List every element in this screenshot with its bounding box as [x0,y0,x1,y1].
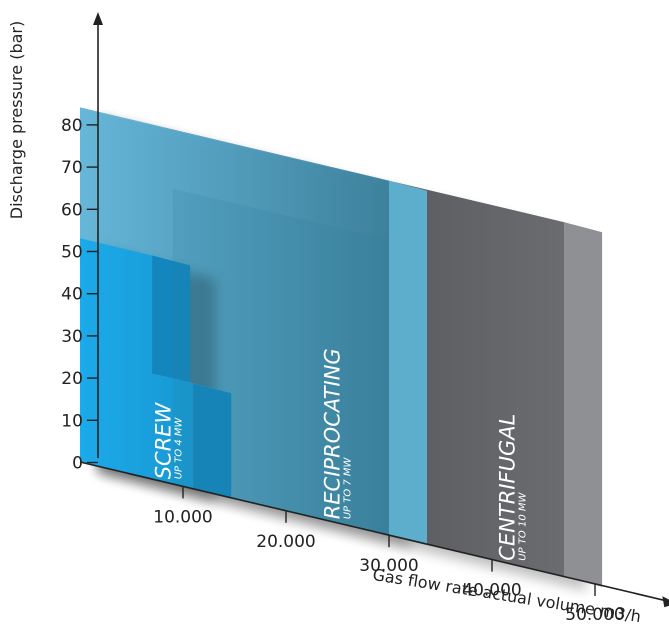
y-tick-label: 60 [61,200,83,220]
y-axis-title: Discharge pressure (bar) [7,21,26,219]
y-axis-arrow [93,12,103,25]
region-side-face [193,383,232,499]
region-name-reciprocating: RECIPROCATING [321,348,345,519]
reciprocating-inner-shade [172,188,389,536]
region-name-screw: SCREW [152,401,176,479]
x-tick-label: 30.000 [359,556,418,576]
x-tick-label: 40.000 [462,581,521,601]
x-axis-line [79,461,665,602]
y-tick-label: 70 [61,158,83,178]
region-side-face [152,255,191,384]
region-capacity-reciprocating: UP TO 7 MW [343,456,354,519]
region-side-face [389,180,427,546]
x-tick-label: 20.000 [256,532,315,552]
y-tick-label: 80 [61,116,83,136]
ticks-layer: 0 10 20 30 40 50 60 70 80 10.000 20.000 30.000 40.00… [61,116,625,625]
axes-layer [79,12,669,608]
x-tick-label: 10.000 [153,507,212,527]
region-capacity-screw: UP TO 4 MW [174,416,185,479]
regions-layer [80,107,603,591]
region-screw [80,238,232,503]
region-front-face [80,238,194,489]
y-tick-label: 10 [61,411,83,431]
y-tick-label: 0 [72,454,83,474]
y-tick-label: 30 [61,327,83,347]
region-capacity-centrifugal: UP TO 10 MW [518,491,529,560]
y-tick-label: 20 [61,369,83,389]
x-tick-label: 50.000 [565,605,624,625]
y-tick-label: 40 [61,285,83,305]
x-axis-arrow [662,596,669,608]
region-name-centrifugal: CENTRIFUGAL [496,414,520,561]
region-side-face [564,222,603,587]
y-tick-label: 50 [61,243,83,263]
